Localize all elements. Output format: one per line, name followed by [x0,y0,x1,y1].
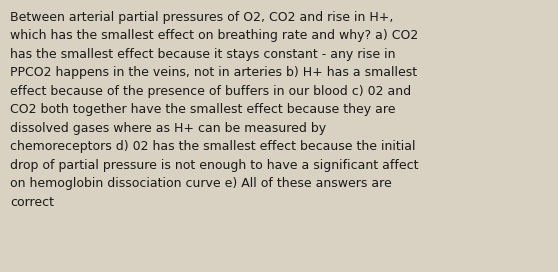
Text: Between arterial partial pressures of O2, CO2 and rise in H+,
which has the smal: Between arterial partial pressures of O2… [10,11,418,209]
